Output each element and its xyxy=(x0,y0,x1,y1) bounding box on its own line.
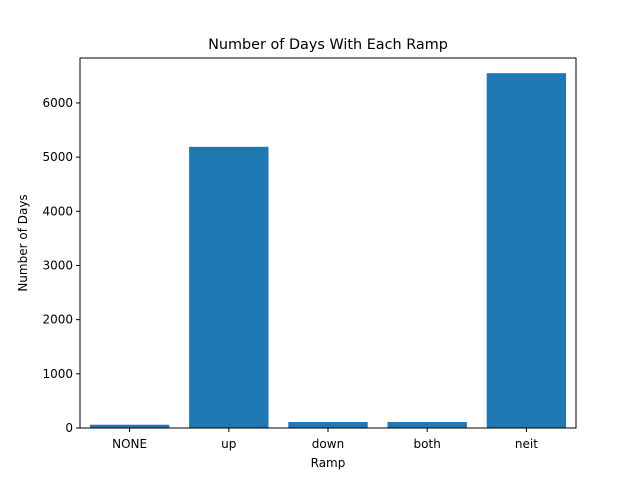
bar-up xyxy=(189,146,269,428)
bar-none xyxy=(89,424,170,428)
plot-frame xyxy=(79,57,577,429)
y-tick-label: 2000 xyxy=(42,313,73,327)
y-tick-label: 1000 xyxy=(42,367,73,381)
y-axis-label: Number of Days xyxy=(16,194,30,291)
x-tick-label: NONE xyxy=(112,437,147,451)
y-tick-label: 6000 xyxy=(42,96,73,110)
x-tick-label: both xyxy=(414,437,441,451)
chart-title: Number of Days With Each Ramp xyxy=(208,37,448,53)
x-tick-label: neit xyxy=(515,437,538,451)
y-tick-label: 4000 xyxy=(42,204,73,218)
bar-neit xyxy=(486,73,567,429)
bar-both xyxy=(387,422,467,428)
x-axis: NONE up down both neit xyxy=(112,428,538,451)
bars-group xyxy=(89,73,567,429)
x-tick-label: down xyxy=(312,437,344,451)
y-tick-label: 5000 xyxy=(42,150,73,164)
x-tick-label: up xyxy=(221,437,236,451)
y-axis: 0 1000 2000 3000 4000 5000 6000 xyxy=(42,96,80,435)
bar-down xyxy=(288,422,368,428)
y-tick-label: 0 xyxy=(65,421,73,435)
x-axis-label: Ramp xyxy=(311,456,346,470)
y-tick-label: 3000 xyxy=(42,258,73,272)
